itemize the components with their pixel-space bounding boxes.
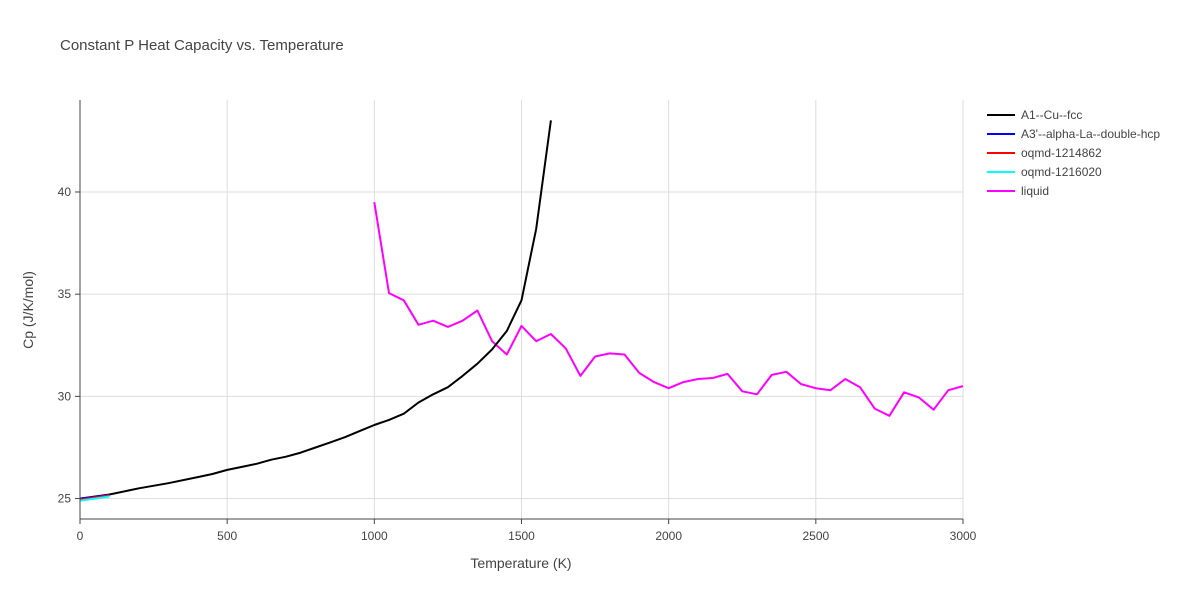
x-tick-label: 0: [77, 529, 84, 543]
x-axis-ticks: 0 500 1000 1500 2000 2500 3000: [77, 519, 977, 543]
x-gridlines: [226, 100, 964, 519]
legend-label: A3'--alpha-La--double-hcp: [1021, 127, 1160, 141]
legend[interactable]: A1--Cu--fcc A3'--alpha-La--double-hcp oqmd…: [987, 108, 1160, 198]
legend-label: oqmd-1214862: [1021, 146, 1102, 160]
x-tick-label: 500: [217, 529, 237, 543]
legend-label: liquid: [1021, 184, 1049, 198]
chart-title: Constant P Heat Capacity vs. Temperature: [60, 37, 344, 54]
y-tick-label: 35: [58, 287, 72, 301]
series-line-oqmd-1216020: [79, 495, 110, 502]
legend-item[interactable]: A3'--alpha-La--double-hcp: [987, 127, 1160, 141]
legend-item[interactable]: liquid: [987, 184, 1049, 198]
y-gridlines: [80, 191, 963, 500]
series-line-oqmd-1214862: [79, 494, 110, 501]
x-tick-label: 3000: [950, 529, 977, 543]
x-tick-label: 2000: [655, 529, 682, 543]
legend-label: A1--Cu--fcc: [1021, 108, 1082, 122]
legend-item[interactable]: A1--Cu--fcc: [987, 108, 1082, 122]
y-axis-ticks: 25 30 35 40: [58, 185, 80, 506]
series-line-a1-cu-fcc: [79, 120, 552, 500]
legend-label: oqmd-1216020: [1021, 165, 1102, 179]
series-layer: [79, 120, 964, 502]
x-axis-title: Temperature (K): [470, 555, 571, 571]
x-tick-label: 1000: [361, 529, 388, 543]
y-axis-title: Cp (J/K/mol): [20, 271, 36, 349]
x-tick-label: 1500: [508, 529, 535, 543]
y-tick-label: 30: [58, 389, 72, 403]
legend-item[interactable]: oqmd-1214862: [987, 146, 1102, 160]
x-tick-label: 2500: [802, 529, 829, 543]
y-tick-label: 25: [58, 492, 72, 506]
series-line-liquid: [373, 202, 964, 417]
y-tick-label: 40: [58, 185, 72, 199]
legend-item[interactable]: oqmd-1216020: [987, 165, 1102, 179]
